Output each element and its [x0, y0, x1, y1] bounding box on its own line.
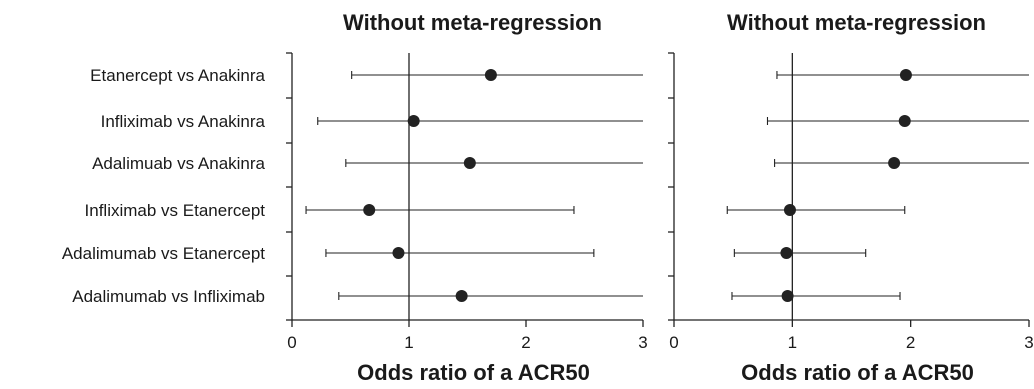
x-axis-label: Odds ratio of a ACR50 [357, 360, 590, 385]
x-tick-label: 2 [906, 333, 915, 352]
x-tick-label: 3 [1024, 333, 1033, 352]
x-tick-label: 2 [521, 333, 530, 352]
point-estimate [898, 115, 911, 127]
point-estimate [363, 204, 376, 216]
row-label: Adalimumab vs Infliximab [72, 287, 265, 306]
row-label: Adalimumab vs Etanercept [62, 244, 265, 263]
row-label: Etanercept vs Anakinra [90, 66, 265, 85]
point-estimate [780, 247, 793, 259]
x-tick-label: 0 [287, 333, 296, 352]
point-estimate [899, 69, 912, 81]
point-estimate [463, 157, 476, 169]
row-label: Adalimuab vs Anakinra [92, 154, 265, 173]
x-tick-label: 1 [404, 333, 413, 352]
point-estimate [783, 204, 796, 216]
x-tick-label: 3 [638, 333, 647, 352]
x-tick-label: 0 [669, 333, 678, 352]
point-estimate [455, 290, 468, 302]
point-estimate [392, 247, 405, 259]
point-estimate [484, 69, 497, 81]
panel-title: Without meta-regression [343, 10, 602, 35]
point-estimate [781, 290, 794, 302]
row-label: Infliximab vs Etanercept [85, 201, 266, 220]
x-axis-label: Odds ratio of a ACR50 [741, 360, 974, 385]
panel-title: Without meta-regression [727, 10, 986, 35]
forest-panel-2: Without meta-regression 0 1 2 3 Odds ratio of… [668, 10, 1034, 385]
forest-panel-1: Without meta-regression 0 1 2 3 Odds ratio of… [286, 10, 648, 385]
point-estimate [407, 115, 420, 127]
point-estimate [888, 157, 901, 169]
x-tick-label: 1 [788, 333, 797, 352]
row-label: Infliximab vs Anakinra [101, 112, 266, 131]
